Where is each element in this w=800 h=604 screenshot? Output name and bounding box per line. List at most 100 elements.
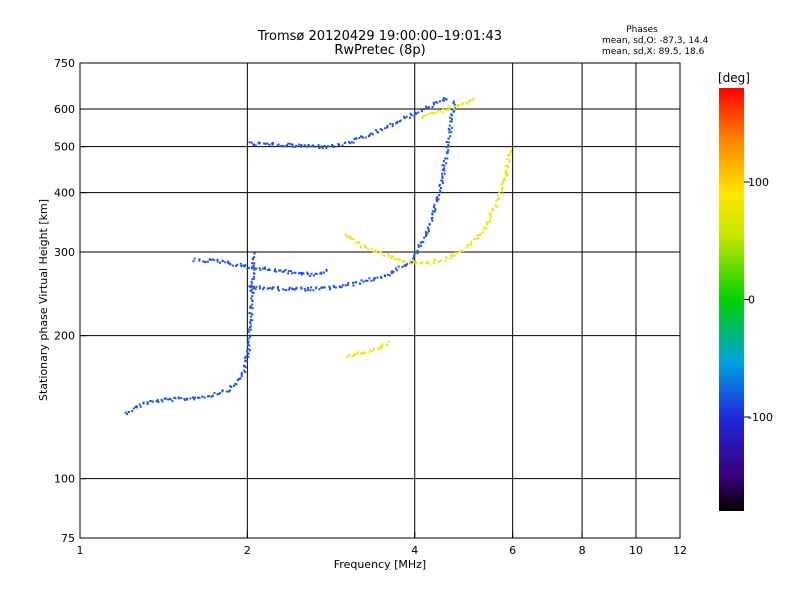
data-point — [507, 166, 510, 169]
data-point — [250, 284, 253, 287]
data-point — [247, 355, 250, 358]
data-point — [213, 259, 216, 262]
data-point — [255, 285, 258, 288]
data-point — [356, 353, 359, 356]
data-point — [361, 352, 364, 355]
data-point — [221, 389, 224, 392]
phases-x-stats: mean, sd,X: 89.5, 18.6 — [602, 47, 705, 57]
colorbar — [719, 88, 744, 511]
data-point — [346, 234, 349, 237]
data-point — [507, 161, 510, 164]
x-tick-label: 4 — [411, 544, 418, 557]
data-point — [377, 131, 380, 134]
data-point — [244, 360, 247, 363]
data-point — [439, 109, 442, 112]
data-point — [441, 172, 444, 175]
data-point — [449, 116, 452, 119]
data-point — [285, 289, 288, 292]
data-point — [216, 258, 219, 261]
data-point — [174, 397, 177, 400]
data-point — [433, 210, 436, 213]
data-point — [253, 268, 256, 271]
data-point — [219, 261, 222, 264]
data-point — [426, 232, 429, 235]
data-point — [234, 383, 237, 385]
data-point — [440, 179, 443, 182]
data-point — [307, 144, 310, 146]
data-point — [343, 142, 346, 144]
data-point — [294, 271, 297, 274]
data-point — [445, 162, 448, 165]
data-point — [348, 354, 351, 357]
data-point — [496, 198, 499, 200]
data-point — [306, 271, 309, 274]
data-point — [211, 258, 214, 261]
data-point — [272, 142, 275, 145]
data-point — [272, 286, 275, 289]
data-point — [266, 287, 269, 290]
data-point — [317, 144, 320, 147]
data-point — [252, 258, 255, 261]
data-point — [308, 145, 311, 148]
data-point — [198, 259, 201, 262]
data-point — [349, 237, 352, 240]
data-point — [268, 287, 271, 290]
data-point — [253, 266, 256, 269]
data-point — [250, 297, 253, 300]
data-point — [323, 286, 326, 289]
grid-lines — [80, 63, 680, 538]
data-point — [431, 219, 434, 222]
data-point — [485, 223, 488, 226]
data-point — [253, 252, 256, 255]
data-point — [374, 277, 377, 280]
data-point — [307, 287, 310, 289]
data-point — [500, 183, 503, 186]
data-point — [243, 364, 245, 367]
data-point — [248, 285, 251, 288]
data-point — [217, 392, 220, 395]
data-point — [227, 390, 230, 393]
data-point — [239, 377, 242, 380]
data-point — [447, 149, 450, 152]
data-point — [271, 143, 274, 146]
data-point — [299, 272, 302, 274]
data-point — [131, 410, 134, 412]
data-point — [401, 265, 404, 268]
data-point — [450, 114, 453, 117]
data-point — [479, 232, 482, 235]
data-point — [198, 396, 201, 399]
data-point — [373, 251, 376, 254]
data-point — [395, 122, 398, 125]
data-point — [202, 260, 205, 263]
data-point — [281, 270, 284, 273]
data-point — [213, 391, 216, 394]
data-point — [253, 262, 256, 265]
data-point — [450, 131, 453, 134]
data-point — [421, 261, 424, 264]
data-point — [250, 141, 253, 144]
data-point — [273, 270, 276, 273]
y-axis-ticks: 75 100 200 300 400 500 600 750 — [54, 57, 86, 545]
data-point — [470, 99, 473, 102]
data-point — [490, 215, 493, 218]
data-point — [189, 397, 192, 400]
data-point — [279, 269, 282, 272]
data-point — [346, 236, 349, 239]
data-point — [295, 286, 298, 289]
data-point — [439, 259, 442, 262]
data-point — [262, 288, 265, 291]
data-point — [135, 406, 138, 409]
data-point — [417, 111, 420, 114]
data-point — [246, 267, 249, 270]
data-point — [432, 261, 435, 264]
data-point — [326, 145, 329, 148]
data-point — [447, 144, 450, 147]
chart-title: Tromsø 20120429 19:00:00–19:01:43 — [257, 29, 502, 44]
data-point — [126, 413, 129, 416]
data-point — [216, 393, 219, 396]
data-point — [376, 347, 379, 350]
data-point — [445, 98, 448, 101]
data-point — [466, 246, 468, 249]
